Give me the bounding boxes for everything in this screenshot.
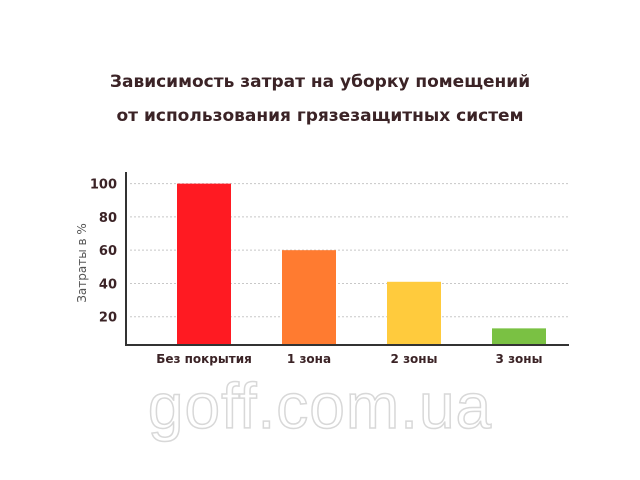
x-tick-label: 1 зона [287,352,331,366]
bar-4 [492,328,546,345]
chart-title-line-1: Зависимость затрат на уборку помещений [109,72,531,92]
y-tick-label: 80 [99,211,117,226]
x-tick-label: 2 зоны [391,352,438,366]
y-axis-label: Затраты в % [75,223,89,303]
y-tick-label: 100 [90,178,117,193]
y-tick-label: 20 [99,311,117,326]
watermark: goff.com.ua [147,370,493,442]
y-tick-label: 40 [99,277,117,292]
bar-3 [387,281,441,345]
bar-2 [282,250,336,345]
x-tick-label: 3 зоны [496,352,543,366]
chart-title-line-2: от использования грязезащитных систем [116,106,524,126]
bar-1 [177,183,231,345]
y-tick-label: 60 [99,244,117,259]
x-tick-label: Без покрытия [156,352,252,366]
